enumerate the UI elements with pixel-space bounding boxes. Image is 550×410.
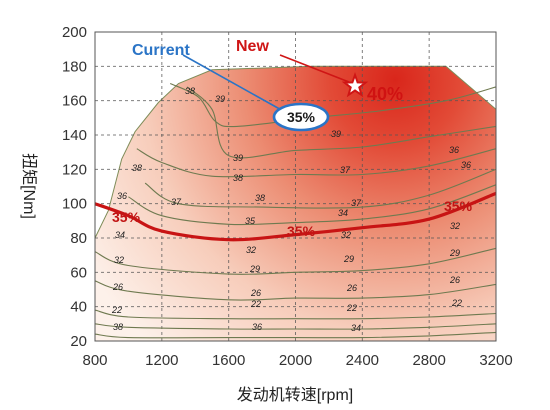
contour-label: 32: [114, 255, 124, 265]
current-annotation: Current: [132, 42, 190, 59]
contour-38: [136, 148, 496, 178]
contour-label: 22: [111, 305, 122, 315]
current-bubble-label: 35%: [287, 109, 316, 125]
x-tick-label: 1200: [145, 352, 178, 369]
contour-label: 38: [132, 163, 142, 173]
y-tick-label: 20: [70, 333, 87, 350]
y-tick-label: 160: [62, 93, 87, 110]
y-tick-label: 80: [70, 230, 87, 247]
y-tick-label: 120: [62, 161, 87, 178]
contour-22: [95, 331, 496, 339]
new-pointer: [279, 54, 350, 83]
contour-label: 38: [255, 193, 265, 203]
y-axis-ticks: 20 40 60 80 100 120 140 160 180 200: [62, 24, 87, 350]
highlight-label-right: 35%: [444, 198, 473, 214]
grid: [95, 32, 496, 341]
contour-label: 38: [233, 173, 243, 183]
contour-label: 38: [185, 86, 195, 96]
contour-label: 39: [331, 129, 341, 139]
contour-32: [95, 280, 496, 301]
contour-26: [95, 323, 496, 330]
contour-label: 39: [233, 153, 243, 163]
contour-label: 37: [351, 198, 362, 208]
contour-label: 32: [450, 221, 460, 231]
contour-label: 26: [250, 288, 261, 298]
contour-34: [95, 247, 496, 275]
new-star-label: 40%: [367, 84, 403, 104]
contour-label: 36: [252, 322, 262, 332]
contour-label: 26: [449, 275, 460, 285]
y-tick-label: 40: [70, 299, 87, 316]
contour-label: 29: [449, 248, 460, 258]
contour-label: 34: [115, 230, 125, 240]
contour-label: 37: [340, 165, 351, 175]
y-tick-label: 180: [62, 58, 87, 75]
current-pointer: [182, 54, 286, 113]
contour-36: [128, 184, 496, 226]
contour-label: 26: [112, 282, 123, 292]
y-axis-title: 扭矩[Nm]: [20, 153, 38, 219]
plot-frame: [94, 31, 497, 342]
contour-label: 32: [246, 245, 256, 255]
contour-37: [144, 168, 496, 209]
x-tick-label: 800: [82, 352, 107, 369]
contour-label: 36: [449, 145, 459, 155]
highlight-label-left: 35%: [112, 209, 141, 225]
contour-39: [186, 86, 496, 159]
contour-label: 34: [338, 208, 348, 218]
contour-label: 36: [461, 160, 471, 170]
y-tick-label: 200: [62, 24, 87, 41]
y-tick-label: 100: [62, 196, 87, 213]
contour-label: 38: [113, 322, 123, 332]
x-tick-label: 3200: [479, 352, 512, 369]
highlight-line-35pct: [94, 191, 497, 242]
contour-label: 36: [117, 191, 127, 201]
contour-label: 34: [351, 323, 361, 333]
x-tick-label: 2400: [346, 352, 379, 369]
contour-label: 29: [343, 254, 354, 264]
contour-label: 22: [346, 303, 357, 313]
contour-label: 22: [250, 299, 261, 309]
x-axis-title: 发动机转速[rpm]: [237, 386, 353, 404]
contour-label: 32: [341, 230, 351, 240]
current-bubble: [272, 102, 330, 132]
y-tick-label: 140: [62, 127, 87, 144]
y-tick-label: 60: [70, 264, 87, 281]
contour-label: 29: [249, 264, 260, 274]
x-tick-label: 1600: [212, 352, 245, 369]
contour-label: 35: [245, 216, 256, 226]
x-tick-label: 2800: [412, 352, 445, 369]
x-tick-label: 2000: [279, 352, 312, 369]
contour-label: 39: [215, 94, 225, 104]
new-star-icon: [341, 71, 369, 98]
new-annotation: New: [236, 38, 269, 55]
contour-lines: [95, 83, 496, 339]
highlight-label-mid: 35%: [287, 223, 316, 239]
contour-label: 37: [171, 197, 182, 207]
contour-label: 26: [346, 283, 357, 293]
x-axis-ticks: 800 1200 1600 2000 2400 2800 3200: [82, 352, 512, 369]
contour-29: [95, 309, 496, 320]
contour-label: 22: [451, 298, 462, 308]
